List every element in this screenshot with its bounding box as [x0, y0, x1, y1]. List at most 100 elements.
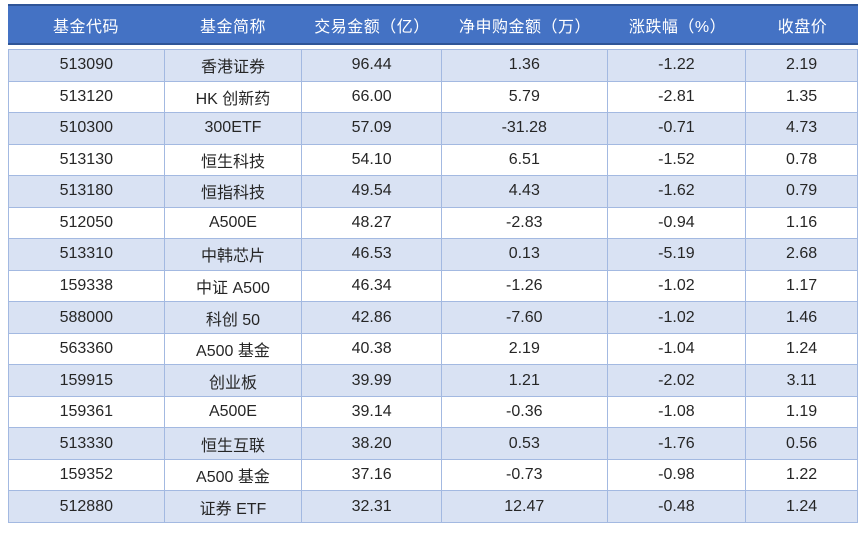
header-body-gap: [8, 45, 858, 49]
cell-fund-name: A500E: [165, 396, 303, 428]
cell-net-subscription: 1.21: [442, 365, 608, 396]
cell-fund-code: 513310: [9, 239, 165, 270]
cell-fund-code: 512880: [9, 491, 165, 522]
cell-trade-amount: 49.54: [302, 176, 442, 207]
cell-change-pct: -0.94: [608, 207, 747, 239]
cell-trade-amount: 54.10: [302, 144, 442, 176]
cell-trade-amount: 40.38: [302, 333, 442, 365]
table-row: 513130 恒生科技 54.10 6.51 -1.52 0.78: [9, 144, 857, 177]
cell-trade-amount: 37.16: [302, 459, 442, 491]
cell-fund-code: 563360: [9, 333, 165, 365]
cell-change-pct: -0.71: [608, 113, 747, 144]
cell-trade-amount: 46.34: [302, 270, 442, 302]
cell-change-pct: -5.19: [608, 239, 747, 270]
cell-net-subscription: -2.83: [442, 207, 608, 239]
cell-fund-code: 513180: [9, 176, 165, 207]
cell-fund-name: 中韩芯片: [165, 239, 303, 270]
cell-net-subscription: -1.26: [442, 270, 608, 302]
table-row: 512880 证券 ETF 32.31 12.47 -0.48 1.24: [9, 491, 857, 522]
cell-close-price: 0.56: [786, 434, 818, 452]
cell-close-price: 1.24: [786, 497, 818, 515]
column-header-net-subscription: 净申购金额（万）: [458, 18, 591, 36]
cell-fund-name: 恒生科技: [165, 144, 303, 176]
cell-trade-amount: 42.86: [302, 302, 442, 333]
cell-fund-name: 创业板: [165, 365, 303, 396]
cell-change-pct: -0.98: [608, 459, 747, 491]
cell-close-price: 4.73: [786, 119, 818, 137]
cell-change-pct: -1.02: [608, 270, 747, 302]
cell-net-subscription: 4.43: [442, 176, 608, 207]
cell-fund-code: 513120: [9, 81, 165, 113]
cell-fund-code: 513130: [9, 144, 165, 176]
fund-table: 基金代码 基金简称 交易金额（亿） 净申购金额（万） 涨跌幅（%） 收盘价 51…: [8, 4, 858, 523]
table-row: 159352 A500 基金 37.16 -0.73 -0.98 1.22: [9, 459, 857, 492]
column-header-close-price: 收盘价: [777, 18, 828, 36]
cell-fund-name: 恒生互联: [165, 428, 303, 459]
cell-fund-code: 512050: [9, 207, 165, 239]
column-header-trade-amount: 交易金额（亿）: [314, 18, 430, 36]
cell-net-subscription: 2.19: [442, 333, 608, 365]
cell-close-price: 2.68: [786, 245, 818, 263]
cell-net-subscription: -0.73: [442, 459, 608, 491]
cell-fund-code: 159352: [9, 459, 165, 491]
cell-close-price: 1.16: [786, 213, 818, 231]
cell-trade-amount: 39.99: [302, 365, 442, 396]
cell-trade-amount: 38.20: [302, 428, 442, 459]
table-row: 159338 中证 A500 46.34 -1.26 -1.02 1.17: [9, 270, 857, 303]
column-header-fund-code: 基金代码: [52, 18, 119, 36]
cell-close-price: 1.22: [786, 466, 818, 484]
cell-close-price: 3.11: [786, 371, 817, 389]
table-row: 513120 HK 创新药 66.00 5.79 -2.81 1.35: [9, 81, 857, 114]
table-row: 513310 中韩芯片 46.53 0.13 -5.19 2.68: [9, 239, 857, 271]
cell-change-pct: -1.04: [608, 333, 747, 365]
cell-change-pct: -1.22: [608, 50, 747, 81]
table-row: 513330 恒生互联 38.20 0.53 -1.76 0.56: [9, 428, 857, 460]
cell-close-price: 1.35: [786, 87, 818, 105]
cell-close-price: 1.19: [786, 403, 818, 421]
table-row: 588000 科创 50 42.86 -7.60 -1.02 1.46: [9, 302, 857, 334]
cell-close-price: 2.19: [786, 56, 818, 74]
cell-close-price: 1.46: [786, 308, 818, 326]
cell-fund-code: 513330: [9, 428, 165, 459]
cell-trade-amount: 96.44: [302, 50, 442, 81]
table-row: 159361 A500E 39.14 -0.36 -1.08 1.19: [9, 396, 857, 429]
cell-fund-code: 159361: [9, 396, 165, 428]
cell-fund-name: 科创 50: [165, 302, 303, 333]
column-header-fund-name: 基金简称: [199, 18, 266, 36]
cell-fund-code: 510300: [9, 113, 165, 144]
cell-close-price: 0.79: [786, 182, 818, 200]
table-row: 563360 A500 基金 40.38 2.19 -1.04 1.24: [9, 333, 857, 366]
cell-fund-code: 159338: [9, 270, 165, 302]
cell-change-pct: -1.62: [608, 176, 747, 207]
cell-close-price: 1.17: [786, 276, 818, 294]
cell-net-subscription: 0.13: [442, 239, 608, 270]
cell-fund-name: 中证 A500: [165, 270, 303, 302]
cell-net-subscription: -31.28: [442, 113, 608, 144]
cell-net-subscription: -0.36: [442, 396, 608, 428]
column-header-change-pct: 涨跌幅（%）: [628, 18, 727, 36]
cell-fund-code: 513090: [9, 50, 165, 81]
table-row: 512050 A500E 48.27 -2.83 -0.94 1.16: [9, 207, 857, 240]
cell-net-subscription: 12.47: [442, 491, 608, 522]
cell-net-subscription: 5.79: [442, 81, 608, 113]
cell-fund-name: 恒指科技: [165, 176, 303, 207]
table-row: 159915 创业板 39.99 1.21 -2.02 3.11: [9, 365, 857, 397]
cell-net-subscription: 1.36: [442, 50, 608, 81]
cell-fund-name: HK 创新药: [165, 81, 303, 113]
cell-trade-amount: 66.00: [302, 81, 442, 113]
cell-change-pct: -2.02: [608, 365, 747, 396]
table-body: 513090 香港证券 96.44 1.36 -1.22 2.19 513120 HK 创新药…: [8, 49, 858, 523]
cell-fund-name: A500 基金: [165, 333, 303, 365]
cell-fund-name: A500E: [165, 207, 303, 239]
cell-trade-amount: 57.09: [302, 113, 442, 144]
cell-change-pct: -2.81: [608, 81, 747, 113]
cell-close-price: 1.24: [786, 340, 818, 358]
cell-net-subscription: 0.53: [442, 428, 608, 459]
cell-change-pct: -1.52: [608, 144, 747, 176]
cell-net-subscription: -7.60: [442, 302, 608, 333]
table-row: 513090 香港证券 96.44 1.36 -1.22 2.19: [9, 50, 857, 82]
cell-fund-code: 159915: [9, 365, 165, 396]
cell-trade-amount: 46.53: [302, 239, 442, 270]
cell-change-pct: -1.02: [608, 302, 747, 333]
